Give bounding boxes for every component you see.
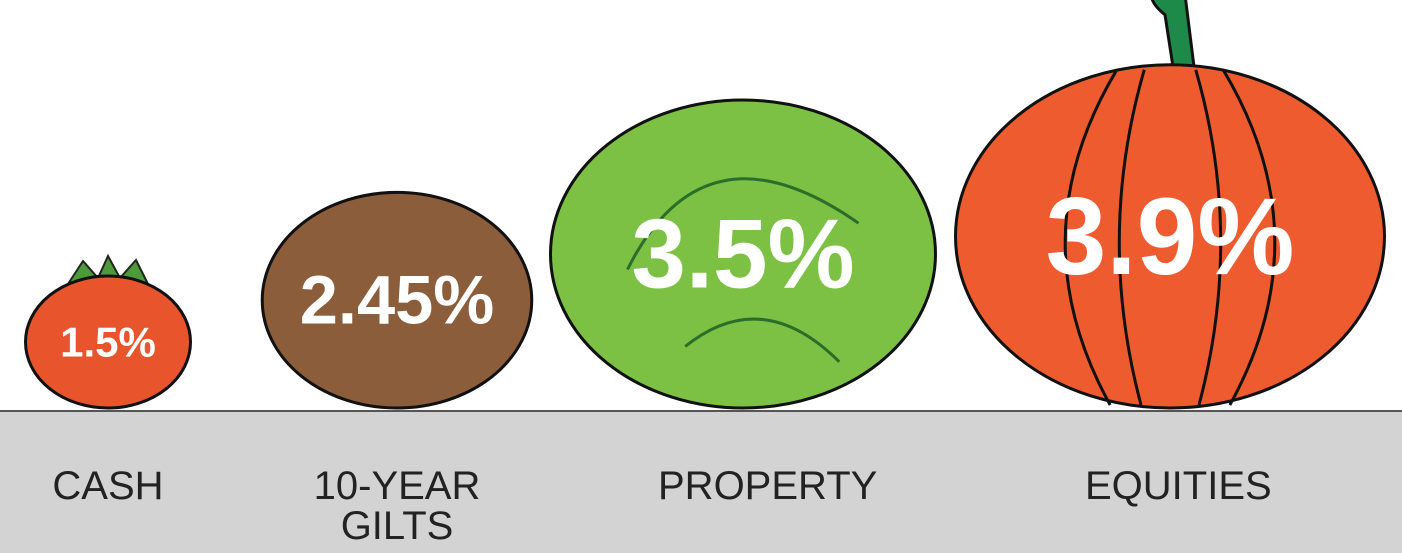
value-label: 3.5% bbox=[631, 199, 854, 309]
category-label: EQUITIES bbox=[1085, 466, 1255, 506]
page: 1.5%2.45%3.5%3.9% (() => { const data = … bbox=[0, 0, 1402, 553]
value-label: 2.45% bbox=[300, 262, 495, 339]
category-label: PROPERTY bbox=[658, 466, 828, 506]
category-label: CASH bbox=[23, 466, 193, 506]
value-label: 1.5% bbox=[60, 318, 156, 365]
value-label: 3.9% bbox=[1046, 176, 1295, 298]
category-label: 10-YEAR GILTS bbox=[312, 466, 482, 546]
